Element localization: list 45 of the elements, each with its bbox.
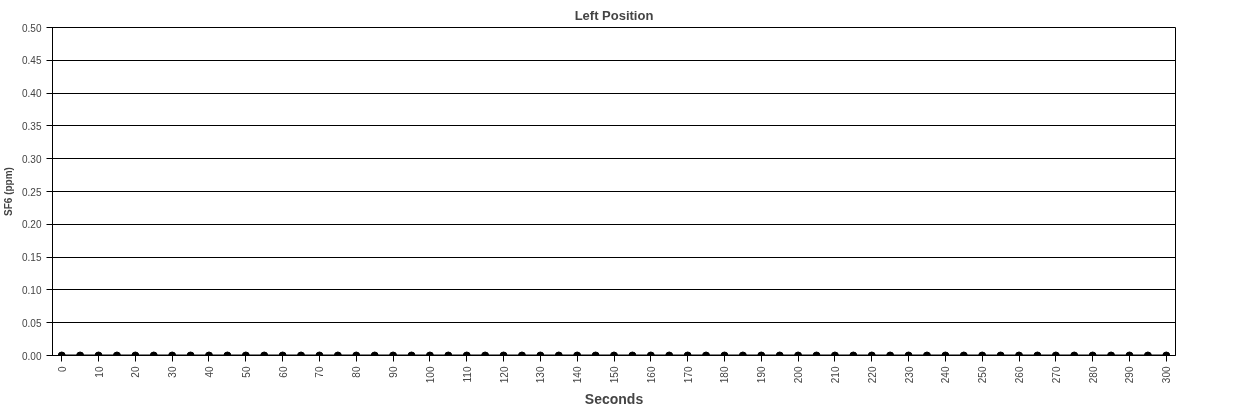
x-tick-label: 240 xyxy=(940,366,952,384)
x-tick-label: 80 xyxy=(351,366,363,378)
x-tick-label: 210 xyxy=(829,366,841,384)
y-tick-label: 0.25 xyxy=(22,186,42,198)
x-tick-label: 290 xyxy=(1124,366,1136,384)
x-tick-label: 230 xyxy=(903,366,915,384)
y-tick-label: 0.40 xyxy=(22,88,42,100)
x-tick-label: 110 xyxy=(461,366,473,383)
x-tick-label: 300 xyxy=(1161,366,1173,384)
x-tick-label: 150 xyxy=(609,366,620,384)
x-tick-label: 260 xyxy=(1014,366,1026,384)
y-tick-label: 0.35 xyxy=(22,120,42,132)
x-tick-label: 100 xyxy=(424,366,436,384)
y-tick-label: 0.00 xyxy=(22,350,42,362)
x-tick-label: 20 xyxy=(130,366,142,378)
y-tick-label: 0.10 xyxy=(22,284,42,296)
x-tick-label: 200 xyxy=(793,366,805,384)
x-tick-label: 190 xyxy=(756,366,768,384)
x-tick-label: 40 xyxy=(203,366,215,378)
y-tick-label: 0.15 xyxy=(22,252,42,264)
x-tick-label: 180 xyxy=(719,366,731,384)
x-axis-title: Seconds xyxy=(584,391,644,408)
y-axis-title: SF6 (ppm) xyxy=(3,167,15,216)
x-tick-label: 50 xyxy=(240,366,252,378)
x-tick-label: 0 xyxy=(56,366,68,373)
x-tick-label: 220 xyxy=(866,366,878,384)
x-tick-label: 170 xyxy=(682,366,694,384)
chart-title: Left Position xyxy=(574,7,654,23)
x-tick-label: 250 xyxy=(977,366,989,384)
y-tick-label: 0.20 xyxy=(22,219,42,231)
x-tick-label: 60 xyxy=(277,366,289,378)
y-tick-label: 0.30 xyxy=(22,153,42,165)
x-tick-label: 280 xyxy=(1087,366,1099,384)
x-tick-label: 30 xyxy=(167,366,179,378)
x-tick-label: 270 xyxy=(1050,366,1062,384)
x-tick-label: 70 xyxy=(314,366,326,378)
x-tick-label: 160 xyxy=(645,366,657,384)
y-tick-label: 0.45 xyxy=(22,55,42,67)
x-tick-label: 10 xyxy=(93,366,105,378)
x-tick-label: 120 xyxy=(498,366,510,384)
x-tick-label: 130 xyxy=(535,366,547,384)
y-tick-label: 0.05 xyxy=(22,317,42,329)
x-tick-label: 90 xyxy=(388,366,400,378)
x-tick-label: 140 xyxy=(572,366,584,384)
y-tick-label: 0.50 xyxy=(22,22,42,34)
